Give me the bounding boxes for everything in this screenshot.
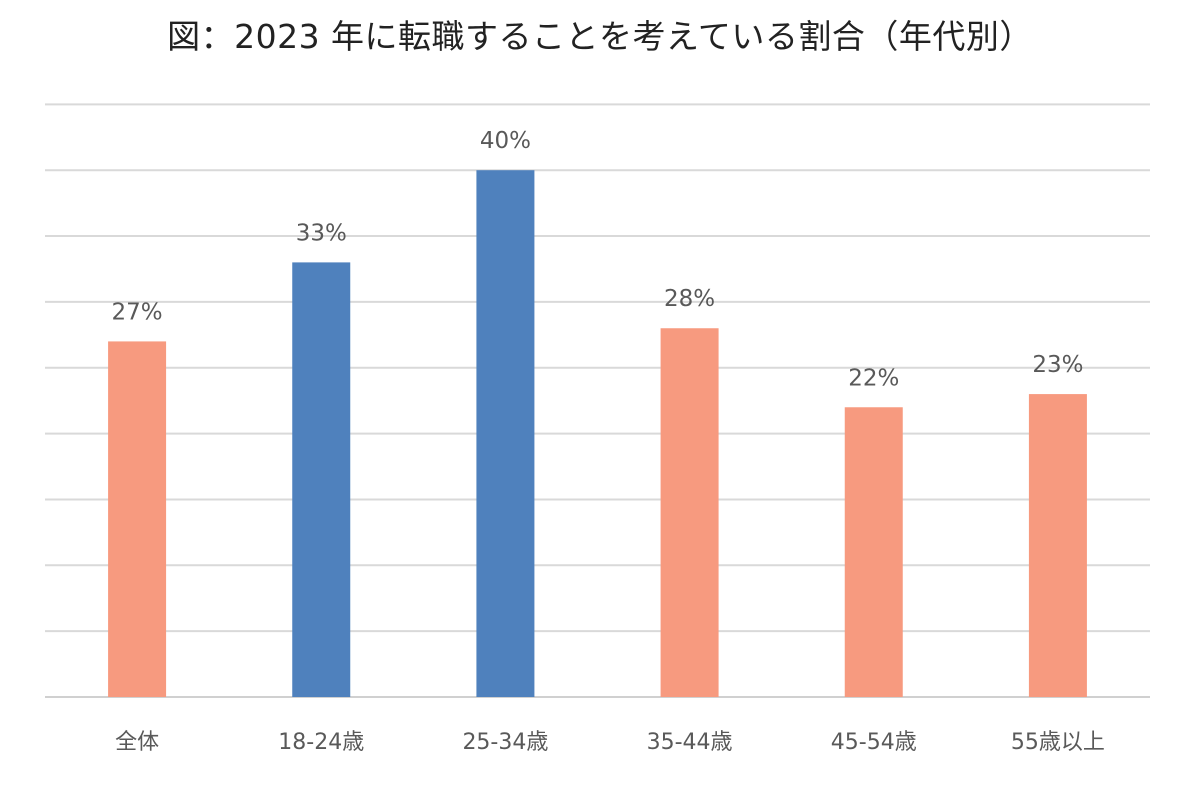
chart-title: 図：2023 年に転職することを考えている割合（年代別）: [167, 17, 1033, 56]
x-tick-label: 35-44歳: [647, 730, 733, 755]
x-tick-label: 25-34歳: [462, 730, 548, 755]
x-tick-label: 55歳以上: [1011, 730, 1105, 755]
x-tick-label: 45-54歳: [831, 730, 917, 755]
data-label: 23%: [1032, 352, 1083, 378]
x-tick-label: 18-24歳: [278, 730, 364, 755]
data-label: 28%: [664, 286, 715, 312]
bar: [660, 328, 719, 697]
data-label: 33%: [296, 220, 347, 246]
data-label: 27%: [112, 299, 163, 325]
bar: [292, 262, 351, 697]
bar: [476, 170, 535, 697]
x-tick-label: 全体: [115, 730, 159, 755]
bar: [844, 407, 903, 697]
bar: [1028, 394, 1087, 697]
data-label: 22%: [848, 365, 899, 391]
data-label: 40%: [480, 128, 531, 154]
bar: [108, 341, 167, 697]
